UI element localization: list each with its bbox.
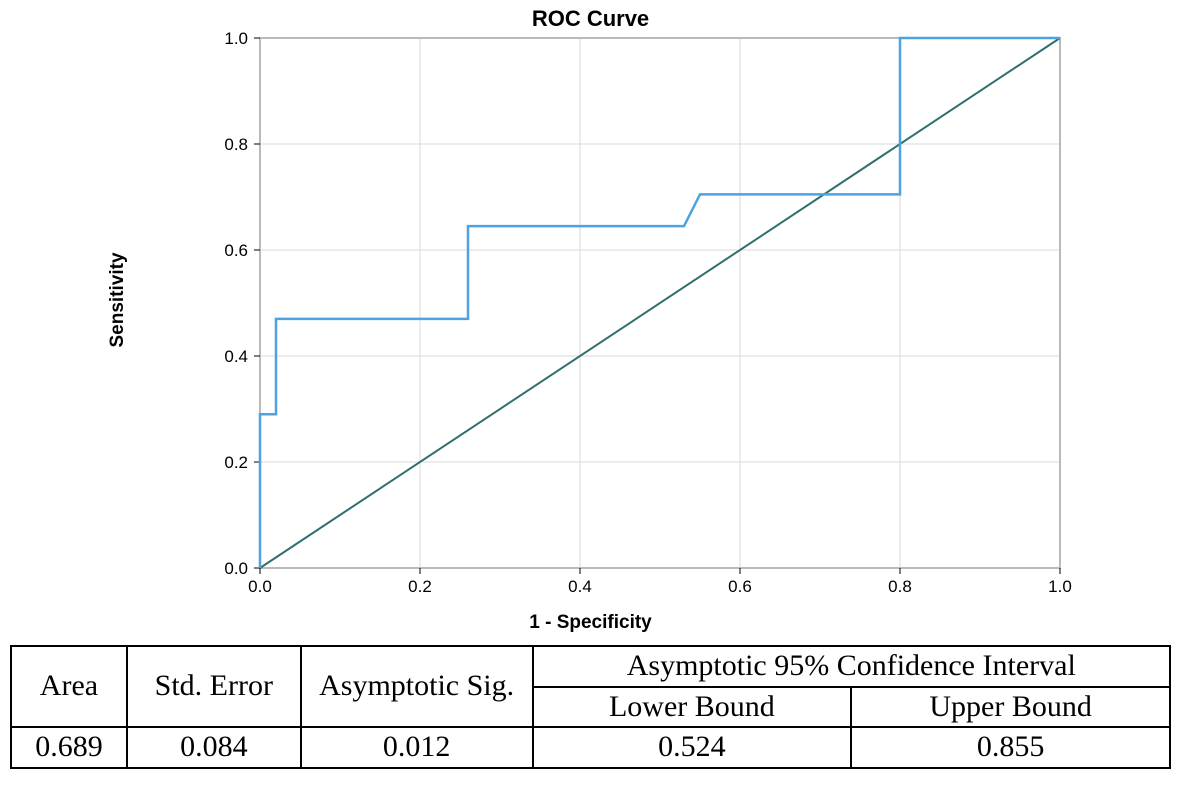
roc-chart: 0.0 0.2 0.4 0.6 0.8 1.0 0.0 0.2 0.4 0.6 0.8 1.0 [200,10,1080,620]
col-ci-lower: Lower Bound [533,687,852,728]
cell-upper: 0.855 [851,727,1170,768]
table-header-row-1: Area Std. Error Asymptotic Sig. Asymptot… [11,646,1170,687]
svg-text:1.0: 1.0 [224,29,248,48]
svg-text:0.8: 0.8 [224,135,248,154]
svg-text:1.0: 1.0 [1048,577,1072,596]
svg-text:0.6: 0.6 [224,241,248,260]
table-row: 0.689 0.084 0.012 0.524 0.855 [11,727,1170,768]
svg-text:0.4: 0.4 [568,577,592,596]
col-ci: Asymptotic 95% Confidence Interval [533,646,1170,687]
roc-svg: 0.0 0.2 0.4 0.6 0.8 1.0 0.0 0.2 0.4 0.6 0.8 1.0 [200,10,1080,620]
svg-text:0.8: 0.8 [888,577,912,596]
svg-text:0.6: 0.6 [728,577,752,596]
cell-stderr: 0.084 [127,727,301,768]
y-axis-title: Sensitivity [107,252,129,347]
cell-asig: 0.012 [301,727,533,768]
cell-area: 0.689 [11,727,127,768]
col-asig: Asymptotic Sig. [301,646,533,727]
cell-lower: 0.524 [533,727,852,768]
svg-text:0.4: 0.4 [224,347,248,366]
svg-text:0.2: 0.2 [408,577,432,596]
svg-text:0.2: 0.2 [224,453,248,472]
results-table: Area Std. Error Asymptotic Sig. Asymptot… [10,645,1171,769]
col-stderr: Std. Error [127,646,301,727]
svg-text:0.0: 0.0 [248,577,272,596]
col-ci-upper: Upper Bound [851,687,1170,728]
svg-text:0.0: 0.0 [224,559,248,578]
col-area: Area [11,646,127,727]
